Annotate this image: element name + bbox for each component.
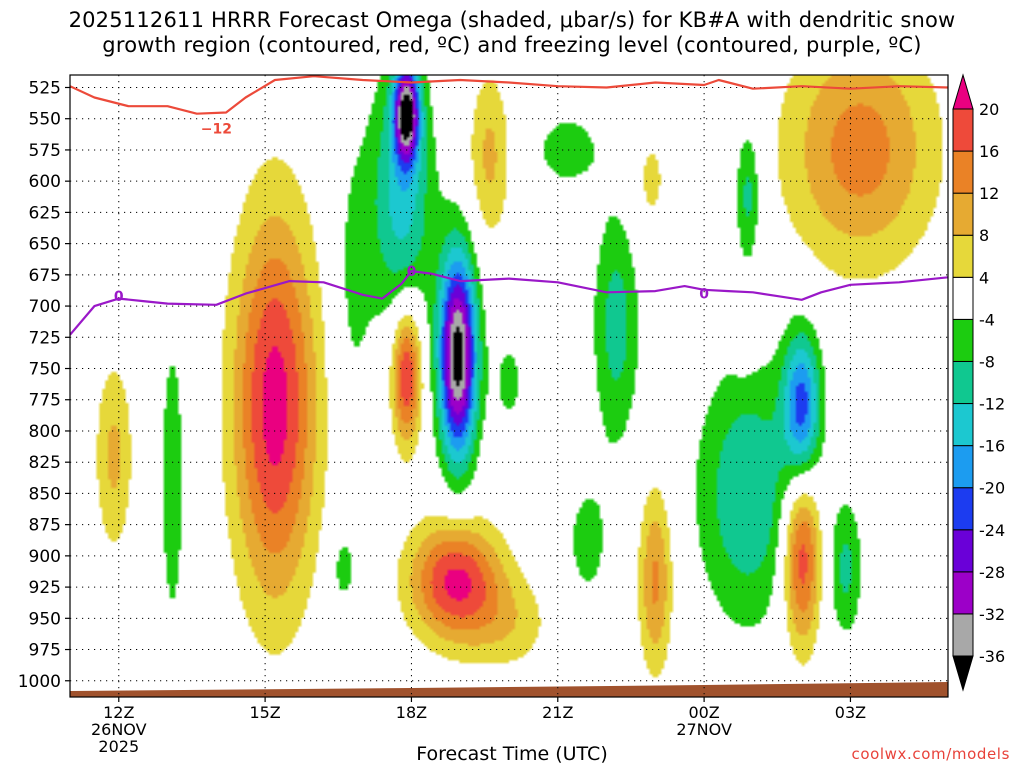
contour-line-0 — [70, 270, 948, 336]
y-tick-label: 975 — [29, 641, 61, 661]
colorbar-label: 20 — [979, 100, 999, 119]
y-tick-label: 650 — [29, 235, 61, 255]
y-tick-label: 600 — [29, 172, 61, 192]
x-tick-label: 03Z — [835, 703, 866, 722]
colorbar-box — [952, 403, 974, 447]
y-tick-label: 625 — [29, 203, 61, 223]
colorbar-box — [952, 571, 974, 615]
colorbar-box — [952, 445, 974, 489]
colorbar-box — [952, 529, 974, 573]
colorbar-label: -28 — [979, 563, 1005, 582]
x-tick-label: 12Z — [103, 703, 134, 722]
colorbar-label: 8 — [979, 226, 989, 245]
y-tick-label: 675 — [29, 266, 61, 286]
x-tick-label: 15Z — [249, 703, 280, 722]
colorbar-box — [952, 613, 974, 657]
contour-line-m12 — [70, 75, 948, 115]
x-tick-year-label: 2025 — [98, 737, 139, 756]
contour-label: 0 — [699, 287, 709, 303]
y-tick-label: 700 — [29, 297, 61, 317]
y-tick-label: 575 — [29, 141, 61, 161]
y-tick-label: 750 — [29, 360, 61, 380]
x-axis-label: Forecast Time (UTC) — [416, 743, 608, 765]
y-tick-label: 1000 — [18, 672, 61, 692]
colorbar-box — [952, 360, 974, 405]
x-tick-date-label: 26NOV — [91, 720, 147, 739]
omega-shading — [70, 75, 948, 697]
y-tick-label: 550 — [29, 110, 61, 130]
colorbar-box — [952, 276, 974, 320]
colorbar-box — [952, 487, 974, 531]
colorbar-label: 16 — [979, 142, 999, 161]
colorbar-label: -36 — [979, 647, 1005, 666]
colorbar-box — [952, 192, 974, 236]
colorbar-label: -24 — [979, 521, 1005, 540]
colorbar-label: -32 — [979, 605, 1005, 624]
colorbar-box — [952, 318, 974, 362]
y-tick-label: 800 — [29, 422, 61, 442]
colorbar-label: -8 — [979, 352, 995, 371]
chart-title-line2: growth region (contoured, red, ºC) and f… — [102, 33, 922, 57]
colorbar-label: 12 — [979, 184, 999, 203]
y-tick-label: 725 — [29, 328, 61, 348]
colorbar-box — [952, 108, 974, 152]
y-tick-label: 850 — [29, 484, 61, 504]
chart-title-line1: 2025112611 HRRR Forecast Omega (shaded, … — [68, 8, 956, 32]
y-tick-label: 825 — [29, 453, 61, 473]
y-tick-label: 950 — [29, 609, 61, 629]
colorbar-label: -16 — [979, 437, 1005, 456]
contour-label: 0 — [114, 289, 124, 305]
colorbar-label: -12 — [979, 395, 1005, 414]
colorbar-arrow-top — [952, 73, 974, 110]
colorbar-label: 4 — [979, 268, 989, 287]
y-tick-label: 525 — [29, 78, 61, 98]
x-tick-label: 21Z — [542, 703, 573, 722]
credit-text: coolwx.com/models — [851, 745, 1010, 763]
contour-label: 0 — [407, 264, 417, 280]
ground-fill — [70, 682, 948, 697]
x-tick-label: 00Z — [688, 703, 719, 722]
colorbar-label: -4 — [979, 310, 995, 329]
y-tick-label: 925 — [29, 578, 61, 598]
y-tick-label: 775 — [29, 391, 61, 411]
colorbar-box — [952, 150, 974, 194]
x-tick-date-label: 27NOV — [676, 720, 732, 739]
colorbar-arrow-bottom — [952, 655, 974, 692]
x-tick-label: 18Z — [396, 703, 427, 722]
colorbar-label: -20 — [979, 479, 1005, 498]
y-tick-label: 875 — [29, 516, 61, 536]
colorbar-box — [952, 234, 974, 278]
contour-label: −12 — [201, 122, 232, 138]
y-tick-label: 900 — [29, 547, 61, 567]
plot-frame — [69, 74, 949, 698]
